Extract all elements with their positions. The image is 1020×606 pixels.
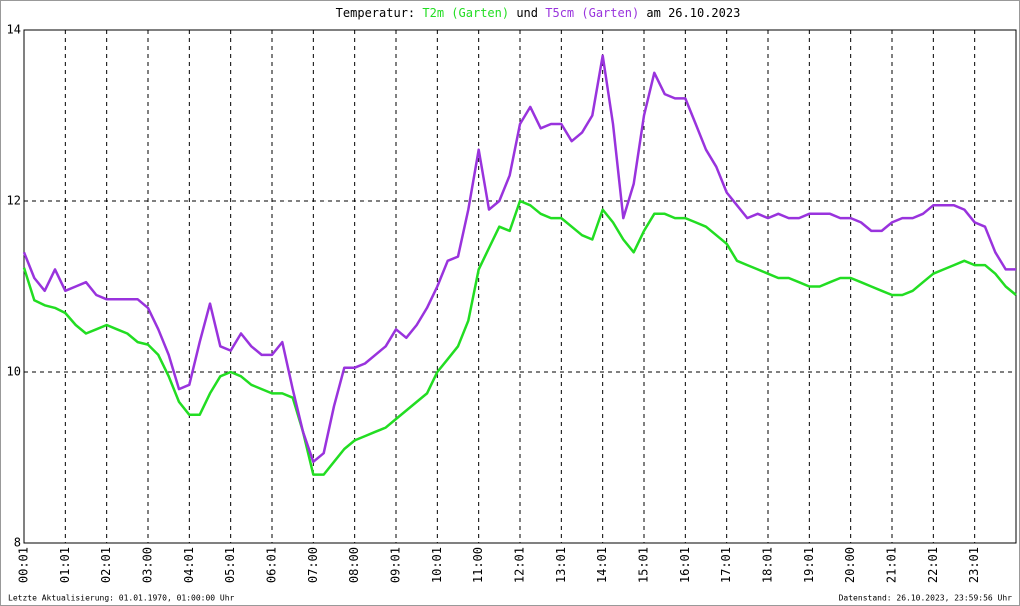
x-tick-label: 16:01 bbox=[678, 547, 692, 583]
x-tick-label: 21:01 bbox=[885, 547, 899, 583]
x-tick-label: 20:00 bbox=[843, 547, 857, 583]
x-tick-label: 10:01 bbox=[430, 547, 444, 583]
x-tick-label: 04:01 bbox=[182, 547, 196, 583]
x-tick-label: 18:01 bbox=[761, 547, 775, 583]
y-tick-label: 10 bbox=[7, 365, 21, 379]
x-tick-label: 08:00 bbox=[347, 547, 361, 583]
x-tick-label: 06:01 bbox=[265, 547, 279, 583]
y-tick-label: 14 bbox=[7, 23, 21, 37]
x-tick-label: 23:01 bbox=[967, 547, 981, 583]
title-suffix: am 26.10.2023 bbox=[646, 6, 740, 20]
x-tick-label: 11:00 bbox=[471, 547, 485, 583]
series-line bbox=[22, 199, 1017, 476]
x-tick-label: 00:01 bbox=[17, 547, 31, 583]
x-tick-label: 13:01 bbox=[554, 547, 568, 583]
x-tick-label: 05:01 bbox=[223, 547, 237, 583]
title-join: und bbox=[516, 6, 538, 20]
x-tick-label: 17:01 bbox=[719, 547, 733, 583]
title-series: T5cm (Garten) bbox=[545, 6, 639, 20]
x-tick-label: 07:00 bbox=[306, 547, 320, 583]
footer-left: Letzte Aktualisierung: 01.01.1970, 01:00… bbox=[8, 594, 235, 603]
x-tick-label: 22:01 bbox=[926, 547, 940, 583]
title-prefix: Temperatur: bbox=[336, 6, 415, 20]
x-tick-label: 14:01 bbox=[595, 547, 609, 583]
series-line bbox=[22, 54, 1016, 464]
y-tick-label: 8 bbox=[14, 536, 21, 550]
x-tick-label: 01:01 bbox=[58, 547, 72, 583]
chart-title: Temperatur: T2m (Garten) und T5cm (Garte… bbox=[336, 6, 741, 20]
x-tick-label: 03:00 bbox=[141, 547, 155, 583]
x-tick-label: 19:01 bbox=[802, 547, 816, 583]
footer-right: Datenstand: 26.10.2023, 23:59:56 Uhr bbox=[839, 594, 1013, 603]
y-tick-label: 12 bbox=[7, 194, 21, 208]
x-tick-label: 12:01 bbox=[513, 547, 527, 583]
x-tick-label: 09:01 bbox=[389, 547, 403, 583]
x-tick-label: 15:01 bbox=[637, 547, 651, 583]
x-tick-label: 02:01 bbox=[99, 547, 113, 583]
title-series: T2m (Garten) bbox=[422, 6, 509, 20]
